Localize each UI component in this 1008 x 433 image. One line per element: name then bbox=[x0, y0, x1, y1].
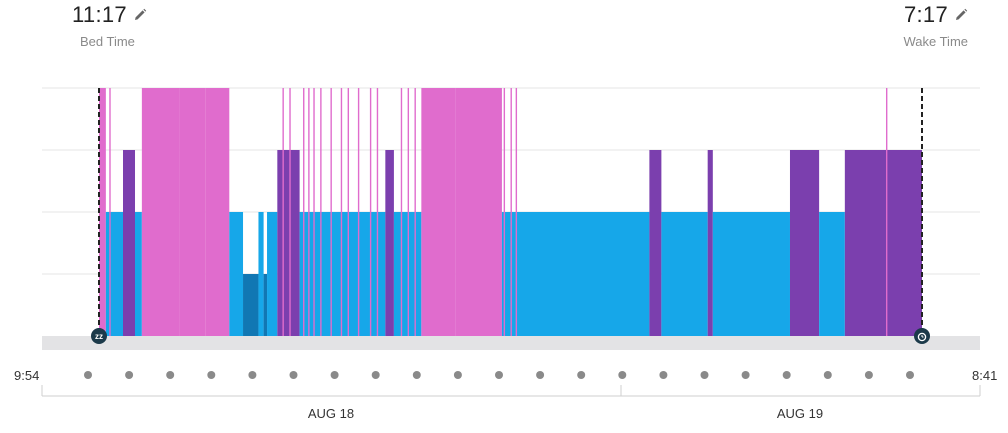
stage-bar-light bbox=[267, 212, 278, 336]
awake-spike bbox=[308, 88, 310, 336]
hour-tick-dot bbox=[248, 371, 257, 379]
stage-bar-rem bbox=[707, 150, 713, 336]
stage-bar-light bbox=[258, 212, 264, 336]
awake-spike bbox=[400, 88, 403, 336]
awake-spike bbox=[347, 88, 350, 336]
date-label-aug-18: AUG 18 bbox=[308, 406, 354, 421]
stage-bar-rem bbox=[123, 150, 136, 336]
hour-tick-dot bbox=[577, 371, 586, 379]
hour-tick-dot bbox=[823, 371, 832, 379]
stage-bar-awake bbox=[421, 88, 456, 336]
x-start-label: 9:54 bbox=[14, 368, 39, 383]
alarm-clock-icon bbox=[914, 328, 930, 344]
x-end-label: 8:41 bbox=[972, 368, 997, 383]
hour-tick-dot bbox=[207, 371, 216, 379]
stage-bar-rem bbox=[277, 150, 300, 336]
hour-tick-dot bbox=[741, 371, 750, 379]
stage-bar-light bbox=[712, 212, 790, 336]
hour-tick-dot bbox=[536, 371, 545, 379]
stage-bar-light bbox=[229, 212, 244, 336]
hour-tick-dot bbox=[289, 371, 298, 379]
time-axis bbox=[41, 371, 981, 397]
hour-tick-dot bbox=[166, 371, 175, 379]
awake-spike bbox=[376, 88, 379, 336]
hour-tick-dot bbox=[618, 371, 627, 379]
awake-spike bbox=[885, 88, 888, 336]
stage-bar-light bbox=[299, 212, 386, 336]
pencil-icon[interactable] bbox=[133, 8, 147, 22]
awake-spike bbox=[357, 88, 360, 336]
hour-tick-dot bbox=[453, 371, 462, 379]
hour-tick-dot bbox=[330, 371, 339, 379]
stage-bar-light bbox=[661, 212, 708, 336]
hour-tick-dot bbox=[495, 371, 503, 379]
stage-bar-awake bbox=[99, 88, 106, 336]
stage-bar-awake bbox=[205, 88, 230, 336]
hour-tick-dot bbox=[125, 371, 134, 379]
stage-bar-awake bbox=[141, 88, 180, 336]
stage-bar-light bbox=[501, 212, 650, 336]
stage-bar-light bbox=[105, 212, 124, 336]
hour-tick-dot bbox=[371, 371, 380, 379]
awake-spike bbox=[407, 88, 410, 336]
awake-spike bbox=[313, 88, 315, 336]
pencil-icon[interactable] bbox=[954, 8, 968, 22]
awake-spike bbox=[320, 88, 322, 336]
stage-bar-awake bbox=[179, 88, 206, 336]
date-label-aug-19: AUG 19 bbox=[777, 406, 823, 421]
wake-time-block[interactable]: 7:17 Wake Time bbox=[903, 2, 968, 49]
awake-spike bbox=[515, 88, 518, 336]
sleep-zz-icon: zz bbox=[91, 328, 107, 344]
wake-time-value: 7:17 bbox=[903, 2, 948, 27]
awake-spike bbox=[196, 88, 199, 336]
hour-tick-dot bbox=[782, 371, 791, 379]
stage-bar-light bbox=[819, 212, 845, 336]
hour-tick-dot bbox=[864, 371, 873, 379]
svg-text:zz: zz bbox=[95, 332, 103, 341]
awake-spike bbox=[510, 88, 512, 336]
hour-tick-dot bbox=[84, 371, 92, 379]
bed-wake-markers: zz bbox=[91, 88, 930, 344]
awake-spike bbox=[109, 88, 111, 336]
stage-bar-awake bbox=[455, 88, 502, 336]
awake-spike bbox=[282, 88, 284, 336]
stage-bar-rem bbox=[789, 150, 820, 336]
awake-spikes bbox=[109, 88, 888, 336]
stage-bar-rem bbox=[385, 150, 394, 336]
stage-bar-rem bbox=[649, 150, 662, 336]
stage-bar-deep bbox=[243, 274, 259, 336]
awake-spike bbox=[289, 88, 291, 336]
bed-time-block[interactable]: 11:17 Bed Time bbox=[72, 2, 147, 49]
awake-spike bbox=[303, 88, 305, 336]
stage-bar-rem bbox=[844, 150, 922, 336]
awake-spike bbox=[503, 88, 506, 336]
chart-baseline bbox=[42, 336, 980, 350]
hour-tick-dot bbox=[906, 371, 914, 379]
hour-tick-dot bbox=[412, 371, 421, 379]
wake-time-label: Wake Time bbox=[903, 34, 968, 49]
awake-spike bbox=[340, 88, 343, 336]
hour-tick-dot bbox=[700, 371, 709, 379]
awake-spike bbox=[330, 88, 332, 336]
awake-spike bbox=[414, 88, 416, 336]
bed-time-label: Bed Time bbox=[80, 34, 135, 49]
stage-bar-light bbox=[135, 212, 142, 336]
stage-bar-deep bbox=[263, 274, 268, 336]
hour-tick-dot bbox=[659, 371, 668, 379]
bed-time-value: 11:17 bbox=[72, 2, 127, 27]
awake-spike bbox=[369, 88, 372, 336]
